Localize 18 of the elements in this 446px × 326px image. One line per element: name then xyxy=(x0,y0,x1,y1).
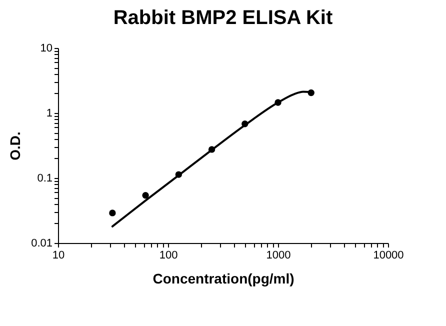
x-tick-label: 100 xyxy=(159,250,178,262)
y-tick-label: 1 xyxy=(46,108,52,120)
point xyxy=(142,192,149,199)
x-tick-label: 10 xyxy=(52,250,65,262)
x-axis-title: Concentration(pg/ml) xyxy=(152,270,294,286)
y-tick-label: 10 xyxy=(40,42,52,54)
point xyxy=(308,89,314,96)
x-tick-label: 10000 xyxy=(373,250,404,262)
point xyxy=(242,120,248,128)
point xyxy=(208,146,216,153)
x-tick-label: 1000 xyxy=(266,250,291,262)
point xyxy=(274,99,282,106)
y-tick-label: 0.1 xyxy=(37,172,52,184)
point xyxy=(175,171,182,178)
chart-title: Rabbit BMP2 ELISA Kit xyxy=(113,7,333,29)
y-axis-title: O.D. xyxy=(7,132,24,160)
y-tick-label: 0.01 xyxy=(31,238,52,250)
point xyxy=(109,210,116,216)
